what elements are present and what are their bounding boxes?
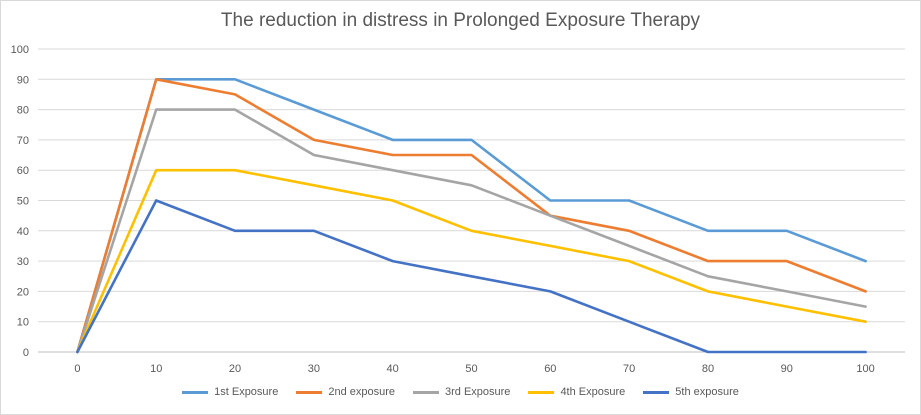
x-tick-label: 100 — [856, 363, 874, 375]
legend-item: 3rd Exposure — [413, 386, 510, 398]
y-tick-label: 10 — [17, 317, 29, 329]
legend-label: 5th exposure — [675, 386, 739, 398]
y-tick-label: 60 — [17, 165, 29, 177]
y-tick-label: 20 — [17, 286, 29, 298]
series-line-3 — [76, 108, 867, 354]
series-line-4 — [76, 168, 867, 354]
x-tick-label: 90 — [781, 363, 793, 375]
x-tick-label: 10 — [150, 363, 162, 375]
legend-label: 2nd exposure — [328, 386, 395, 398]
legend-label: 4th Exposure — [560, 386, 626, 398]
chart-legend: 1st Exposure 2nd exposure 3rd Exposure 4th … — [0, 386, 921, 398]
chart-title: The reduction in distress in Prolonged E… — [220, 10, 701, 31]
x-tick-label: 50 — [465, 363, 477, 375]
legend-swatch — [528, 390, 555, 394]
legend-label: 1st Exposure — [214, 386, 279, 398]
legend-item: 5th exposure — [643, 386, 739, 398]
legend-item: 2nd exposure — [296, 386, 395, 398]
x-tick-label: 0 — [74, 363, 80, 375]
x-tick-label: 20 — [229, 363, 241, 375]
x-tick-label: 70 — [623, 363, 635, 375]
legend-swatch — [413, 390, 439, 394]
series-line-5 — [76, 199, 867, 354]
y-tick-label: 90 — [17, 74, 29, 86]
y-tick-label: 50 — [17, 196, 29, 208]
legend-swatch — [182, 390, 209, 394]
y-tick-label: 80 — [17, 105, 29, 117]
x-tick-label: 40 — [387, 363, 399, 375]
y-tick-label: 40 — [17, 226, 29, 238]
series-line-1 — [76, 78, 867, 354]
y-tick-label: 0 — [23, 347, 29, 359]
y-tick-label: 100 — [11, 44, 29, 56]
legend-swatch — [643, 390, 670, 394]
x-tick-label: 80 — [702, 363, 714, 375]
legend-swatch — [296, 390, 323, 394]
legend-item: 4th Exposure — [528, 386, 625, 398]
x-tick-label: 30 — [308, 363, 320, 375]
legend-item: 1st Exposure — [182, 386, 278, 398]
y-tick-label: 30 — [17, 256, 29, 268]
series-line-2 — [76, 78, 867, 354]
y-tick-label: 70 — [17, 135, 29, 147]
x-tick-label: 60 — [544, 363, 556, 375]
legend-label: 3rd Exposure — [445, 386, 511, 398]
